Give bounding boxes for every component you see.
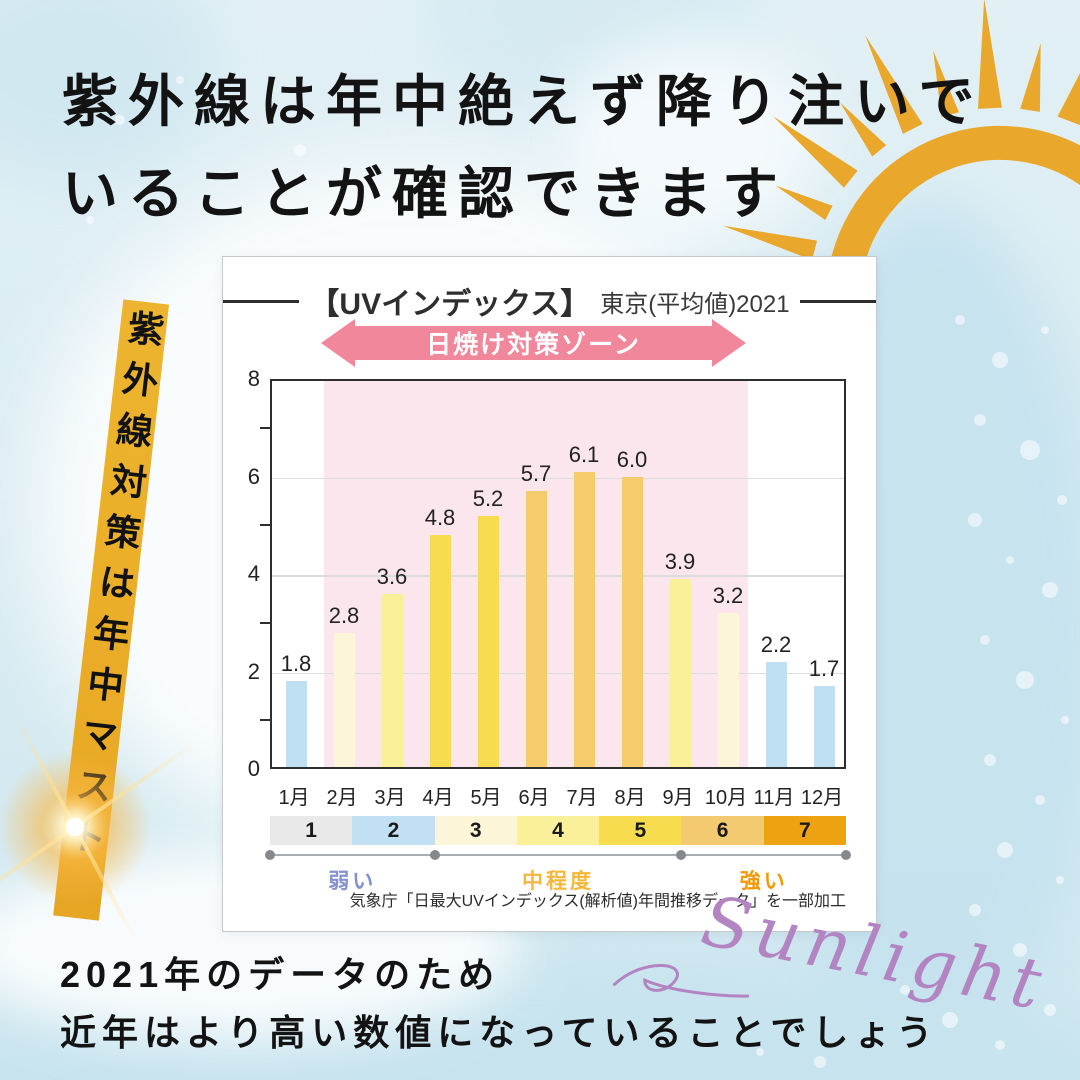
uv-scale-segment: 6 [681,816,764,845]
bg-speckle [942,1012,958,1028]
bar [381,593,403,767]
uv-scale-segment: 3 [434,816,517,845]
bar [285,681,307,767]
uv-band-label: 中程度 [522,870,594,893]
bar-value-label: 2.8 [328,602,360,628]
arrow-right-icon [712,319,746,367]
bg-speckle [1042,582,1058,598]
bg-speckle [1056,876,1064,884]
footer-line-2: 近年はより高い数値になっていることでしょう [60,1012,939,1053]
sun-ray [1057,73,1080,126]
bar [333,632,355,767]
bar [477,515,499,767]
y-axis-label: 6 [247,463,260,489]
sun-ray [1020,43,1041,112]
uv-scale-segment: 7 [763,816,846,845]
x-axis-label: 12月 [800,787,844,809]
title-dash-left [223,299,300,303]
sun-ray [978,0,1002,109]
bg-speckle [1044,1004,1056,1016]
bar-value-label: 3.6 [376,563,408,589]
bg-speckle [1061,716,1069,724]
bar [813,686,835,767]
bar [573,471,595,767]
title-dash-right [799,299,876,303]
y-axis-tick [260,524,270,527]
bg-speckle [997,842,1013,858]
bar-value-label: 1.8 [280,651,312,677]
plot-area: 1.8 2.8 3.6 4.8 5.2 5.7 6.1 6.0 3.9 3.2 2.2 1.7 [270,379,846,769]
bar [525,491,547,767]
y-axis-tick [260,621,270,624]
ribbon-banner: 紫外線対策は年中マスト [53,299,170,921]
zone-banner-body: 日焼け対策ゾーン [353,326,714,360]
bar-value-label: 3.2 [712,583,744,608]
sun-ray [840,102,887,157]
uv-scale-segment: 4 [516,816,600,845]
y-axis-tick [260,719,270,722]
arrow-left-icon [321,319,355,367]
uv-scale-dot [841,850,851,860]
bg-speckle [1035,795,1045,805]
chart-title-main: 【UVインデックス】 [309,288,591,321]
heading-line-1: 紫外線は年中絶えず降り注いで [62,70,985,133]
bar [669,578,691,767]
ribbon-text: 紫外線対策は年中マスト [61,307,167,872]
bar-value-label: 5.2 [472,485,504,511]
uv-scale-dot [265,850,275,860]
bar-value-label: 3.9 [664,548,696,574]
bg-speckle [984,754,996,766]
uv-scale-axis [270,854,846,856]
chart-title: 【UVインデックス】 東京(平均値)2021 [223,279,876,323]
y-axis-label: 8 [247,366,260,391]
chart-card: 【UVインデックス】 東京(平均値)2021 日焼け対策ゾーン 1.8 2.8 3.… [222,256,877,932]
bar [717,613,739,767]
uv-scale-segment: 1 [270,816,353,845]
y-axis-tick [260,426,270,429]
y-axis-label: 2 [247,658,260,684]
bg-speckle [1016,671,1034,689]
bar-value-label: 6.0 [616,446,648,472]
heading-line-2: いることが確認できます [62,162,788,225]
bar-chart: 1.8 2.8 3.6 4.8 5.2 5.7 6.1 6.0 3.9 3.2 2.2 1.7 気象庁… [248,366,851,919]
uv-scale-dot [676,850,687,860]
gridline [272,672,844,674]
bar-value-label: 1.7 [808,656,840,682]
sun-ray [933,50,959,117]
gridline [272,575,844,577]
bar [765,661,787,767]
sun-ray [865,35,923,134]
bar-value-label: 2.2 [760,631,792,657]
zone-banner-label: 日焼け対策ゾーン [426,331,641,359]
zone-banner: 日焼け対策ゾーン [321,319,746,367]
bar [621,476,643,767]
uv-band-label: 弱い [328,870,377,893]
heading: 紫外線は年中絶えず降り注いで いることが確認できます [62,56,984,240]
uv-scale-segment: 5 [599,816,682,845]
bar [429,535,451,767]
bg-speckle [995,1040,1005,1050]
bg-speckle [980,635,990,645]
bg-speckle [969,904,981,916]
chart-title-sub: 東京(平均値)2021 [600,290,790,318]
y-axis-label: 4 [247,561,260,586]
uv-scale-segment: 2 [352,816,435,845]
uv-scale-dot [429,850,440,860]
y-axis-label: 0 [247,756,260,781]
